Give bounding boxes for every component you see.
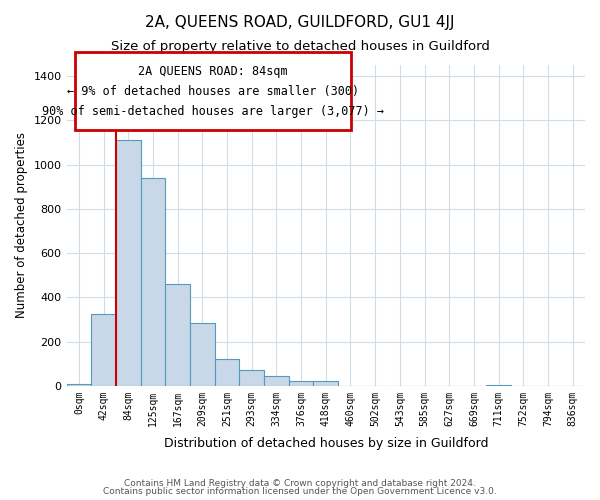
X-axis label: Distribution of detached houses by size in Guildford: Distribution of detached houses by size … <box>164 437 488 450</box>
Bar <box>190 322 215 386</box>
Text: 90% of semi-detached houses are larger (3,077) →: 90% of semi-detached houses are larger (… <box>42 105 384 118</box>
Text: 2A, QUEENS ROAD, GUILDFORD, GU1 4JJ: 2A, QUEENS ROAD, GUILDFORD, GU1 4JJ <box>145 15 455 30</box>
Y-axis label: Number of detached properties: Number of detached properties <box>15 132 28 318</box>
Text: ← 9% of detached houses are smaller (300): ← 9% of detached houses are smaller (300… <box>67 85 359 98</box>
Bar <box>215 359 239 386</box>
Text: 2A QUEENS ROAD: 84sqm: 2A QUEENS ROAD: 84sqm <box>138 65 288 78</box>
Text: Size of property relative to detached houses in Guildford: Size of property relative to detached ho… <box>110 40 490 53</box>
Text: Contains HM Land Registry data © Crown copyright and database right 2024.: Contains HM Land Registry data © Crown c… <box>124 478 476 488</box>
Text: Contains public sector information licensed under the Open Government Licence v3: Contains public sector information licen… <box>103 487 497 496</box>
Bar <box>67 384 91 386</box>
Bar <box>165 284 190 386</box>
Bar <box>264 376 289 386</box>
Bar <box>486 384 511 386</box>
Bar <box>289 382 313 386</box>
Bar <box>239 370 264 386</box>
Bar <box>91 314 116 386</box>
Bar <box>116 140 140 386</box>
Bar <box>140 178 165 386</box>
Bar <box>313 382 338 386</box>
